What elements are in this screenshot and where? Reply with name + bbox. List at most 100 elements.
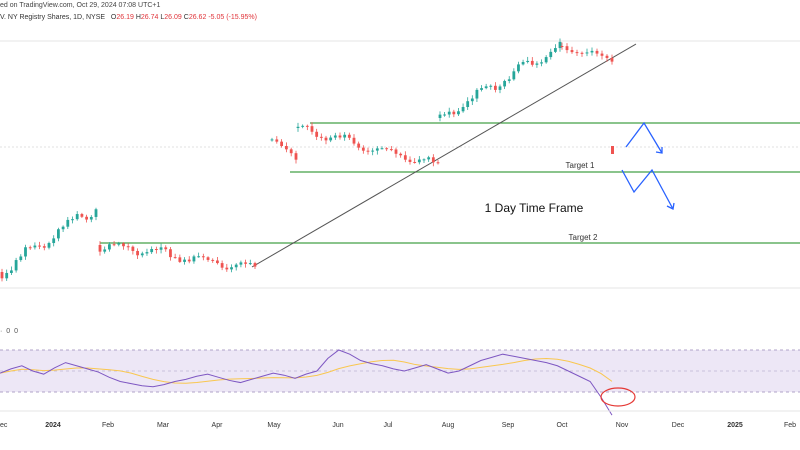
candle-body bbox=[305, 125, 309, 127]
candle-body bbox=[145, 252, 149, 254]
candle-body bbox=[600, 53, 604, 56]
candle-body bbox=[408, 159, 412, 162]
candle-body bbox=[270, 139, 274, 141]
candle-body bbox=[310, 126, 314, 132]
candle-body bbox=[206, 257, 210, 260]
candle-body bbox=[57, 229, 60, 239]
candle-body bbox=[361, 147, 365, 151]
candle-body bbox=[530, 60, 534, 65]
candle-body bbox=[357, 143, 361, 148]
candle-body bbox=[126, 246, 130, 248]
candle-body bbox=[466, 101, 470, 108]
candle-body bbox=[375, 148, 379, 151]
candle-body bbox=[5, 272, 9, 279]
candle-body bbox=[595, 50, 599, 54]
candle-body bbox=[85, 216, 88, 220]
candle-body bbox=[131, 246, 135, 251]
candle-body bbox=[294, 153, 298, 160]
candle-body bbox=[484, 86, 488, 89]
candle-body bbox=[28, 247, 32, 249]
candle-body bbox=[244, 262, 248, 264]
timeframe-annotation: 1 Day Time Frame bbox=[485, 201, 584, 215]
candle-body bbox=[570, 50, 574, 53]
candle-body bbox=[89, 216, 93, 220]
candle-body bbox=[220, 263, 224, 268]
candle-body bbox=[422, 159, 426, 161]
change-value: -5.05 (-15.95%) bbox=[208, 14, 257, 21]
x-tick-label: Jul bbox=[384, 422, 393, 429]
candle-body bbox=[544, 57, 548, 63]
candle-body bbox=[580, 52, 584, 54]
candle-body bbox=[521, 62, 525, 65]
candle-body bbox=[289, 149, 293, 154]
candle-body bbox=[333, 135, 337, 138]
candle-body bbox=[470, 98, 474, 102]
candle-body bbox=[605, 55, 609, 58]
candle-body bbox=[0, 272, 4, 279]
candle-body bbox=[216, 260, 219, 264]
candle-body bbox=[431, 157, 435, 163]
candle-body bbox=[201, 256, 205, 258]
candle-body bbox=[540, 62, 543, 64]
x-tick-label: Jun bbox=[332, 422, 343, 429]
candle-body bbox=[535, 63, 539, 65]
bearish-projection-arrow bbox=[621, 168, 675, 210]
candle-body bbox=[71, 219, 74, 221]
x-tick-label: Feb bbox=[102, 422, 114, 429]
candle-body bbox=[107, 244, 111, 250]
candle-body bbox=[427, 157, 431, 160]
published-line: ed on TradingView.com, Oct 29, 2024 07:0… bbox=[0, 2, 161, 9]
candle-body bbox=[296, 126, 300, 128]
candle-body bbox=[178, 257, 182, 262]
candle-body bbox=[275, 139, 279, 142]
candle-body bbox=[611, 146, 614, 154]
symbol-info: V. NY Registry Shares, 1D, NYSE bbox=[0, 14, 106, 21]
candle-body bbox=[24, 247, 27, 257]
candle-body bbox=[558, 41, 562, 49]
candle-body bbox=[33, 245, 37, 248]
candle-body bbox=[112, 244, 116, 246]
candle-body bbox=[560, 46, 564, 47]
candle-body bbox=[417, 159, 421, 163]
candle-body bbox=[507, 79, 511, 81]
x-tick-label: Apr bbox=[212, 422, 224, 429]
candle-body bbox=[343, 134, 347, 138]
candle-body bbox=[380, 148, 384, 150]
close-label: C bbox=[183, 14, 189, 21]
candles-segment-4 bbox=[296, 122, 440, 167]
candle-body bbox=[280, 141, 283, 147]
open-value: 26.19 bbox=[116, 14, 134, 21]
uptrend-line bbox=[251, 43, 637, 268]
candle-body bbox=[94, 209, 98, 217]
candle-body bbox=[329, 137, 333, 141]
chart-header: ed on TradingView.com, Oct 29, 2024 07:0… bbox=[0, 0, 800, 26]
x-tick-label: Nov bbox=[616, 422, 629, 429]
candle-body bbox=[503, 80, 507, 87]
candle-body bbox=[253, 263, 257, 267]
candle-body bbox=[122, 243, 125, 247]
candle-body bbox=[475, 89, 479, 99]
candle-body bbox=[517, 64, 520, 72]
candle-body bbox=[159, 247, 163, 250]
candle-body bbox=[301, 125, 305, 127]
candle-body bbox=[493, 85, 497, 90]
high-label: H bbox=[135, 14, 141, 21]
candle-body bbox=[136, 250, 139, 256]
open-label: O bbox=[110, 14, 117, 21]
candle-body bbox=[590, 50, 594, 53]
candle-body bbox=[14, 260, 18, 271]
high-value: 26.74 bbox=[140, 14, 159, 21]
candle-body bbox=[452, 111, 456, 115]
candle-body bbox=[447, 111, 451, 115]
candle-body bbox=[154, 249, 158, 251]
candle-body bbox=[347, 134, 351, 138]
candle-body bbox=[52, 238, 56, 244]
candle-body bbox=[42, 246, 46, 248]
rsi-line bbox=[0, 349, 613, 416]
candle-body bbox=[394, 149, 398, 154]
candle-body bbox=[103, 249, 107, 252]
candle-body bbox=[498, 86, 502, 90]
candle-body bbox=[399, 153, 403, 156]
candles-segment-5 bbox=[438, 38, 562, 122]
